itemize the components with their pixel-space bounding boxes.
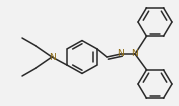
Text: N: N <box>49 52 55 61</box>
Text: N: N <box>132 50 138 59</box>
Text: N: N <box>118 50 124 59</box>
